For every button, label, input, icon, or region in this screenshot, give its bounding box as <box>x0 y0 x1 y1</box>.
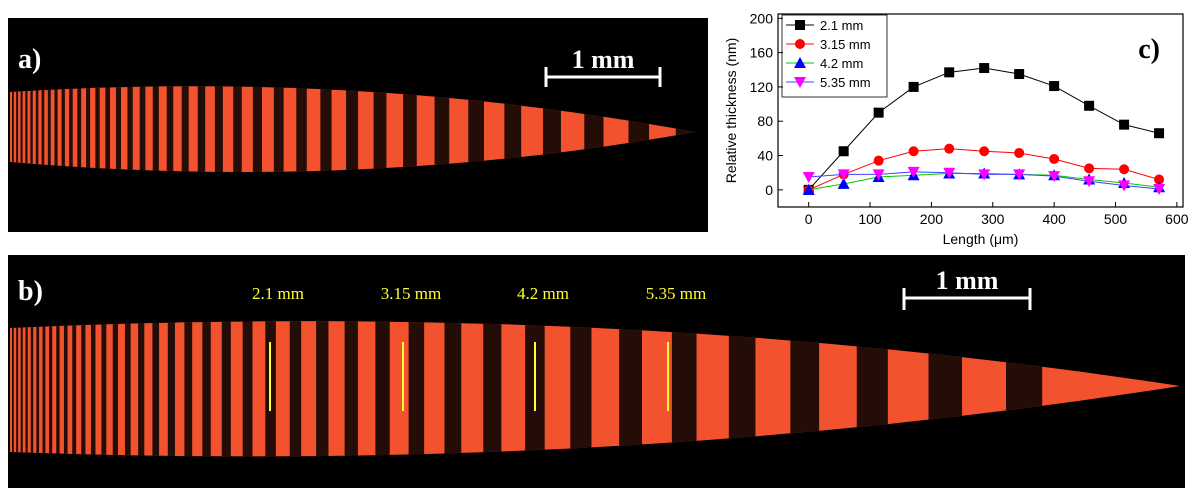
point <box>909 82 919 92</box>
point <box>1154 128 1164 138</box>
y-tick-label: 80 <box>757 113 773 129</box>
page: a) 1 mm b) 1 mm 2.1 mm 3.15 mm 4.2 mm 5.35 … <box>0 0 1189 491</box>
panel-label: a) <box>18 44 41 75</box>
x-axis-label: Length (μm) <box>943 231 1019 247</box>
y-tick-label: 200 <box>750 10 774 26</box>
panel-label: b) <box>18 276 43 307</box>
point <box>944 67 954 77</box>
y-tick-label: 40 <box>757 148 773 164</box>
legend-label: 3.15 mm <box>820 37 871 52</box>
panel-label: c) <box>1138 34 1160 65</box>
point <box>874 108 884 118</box>
legend-label: 4.2 mm <box>820 56 863 71</box>
y-axis-label: Relative thickness (nm) <box>723 38 739 184</box>
point <box>1119 120 1129 130</box>
x-tick-label: 200 <box>920 211 944 227</box>
point <box>979 63 989 73</box>
point <box>839 146 849 156</box>
x-tick-label: 600 <box>1165 211 1189 227</box>
y-tick-label: 120 <box>750 79 774 95</box>
marker-label: 4.2 mm <box>517 284 569 303</box>
point <box>1119 164 1129 174</box>
figure: a) 1 mm b) 1 mm 2.1 mm 3.15 mm 4.2 mm 5.35 … <box>0 0 1189 491</box>
x-tick-label: 0 <box>805 211 813 227</box>
marker-label: 2.1 mm <box>252 284 304 303</box>
legend-label: 2.1 mm <box>820 18 863 33</box>
point <box>795 20 805 30</box>
scale-bar-label: 1 mm <box>936 266 999 295</box>
point <box>1084 163 1094 173</box>
point <box>795 39 805 49</box>
point <box>1049 154 1059 164</box>
x-tick-label: 400 <box>1042 211 1066 227</box>
x-tick-label: 500 <box>1104 211 1128 227</box>
point <box>874 156 884 166</box>
marker-label: 5.35 mm <box>646 284 706 303</box>
chart: 0 100 200 300 400 500 600 0 40 80 120 160 200 Length … <box>723 10 1189 247</box>
point <box>1014 69 1024 79</box>
point <box>909 146 919 156</box>
point <box>1084 101 1094 111</box>
x-tick-label: 100 <box>858 211 882 227</box>
point <box>1014 148 1024 158</box>
marker-label: 3.15 mm <box>381 284 441 303</box>
y-tick-label: 0 <box>765 182 773 198</box>
point <box>1049 81 1059 91</box>
point <box>944 144 954 154</box>
point <box>979 146 989 156</box>
y-tick-label: 160 <box>750 45 774 61</box>
x-tick-label: 300 <box>981 211 1005 227</box>
scale-bar-label: 1 mm <box>572 45 635 74</box>
legend-label: 5.35 mm <box>820 75 871 90</box>
